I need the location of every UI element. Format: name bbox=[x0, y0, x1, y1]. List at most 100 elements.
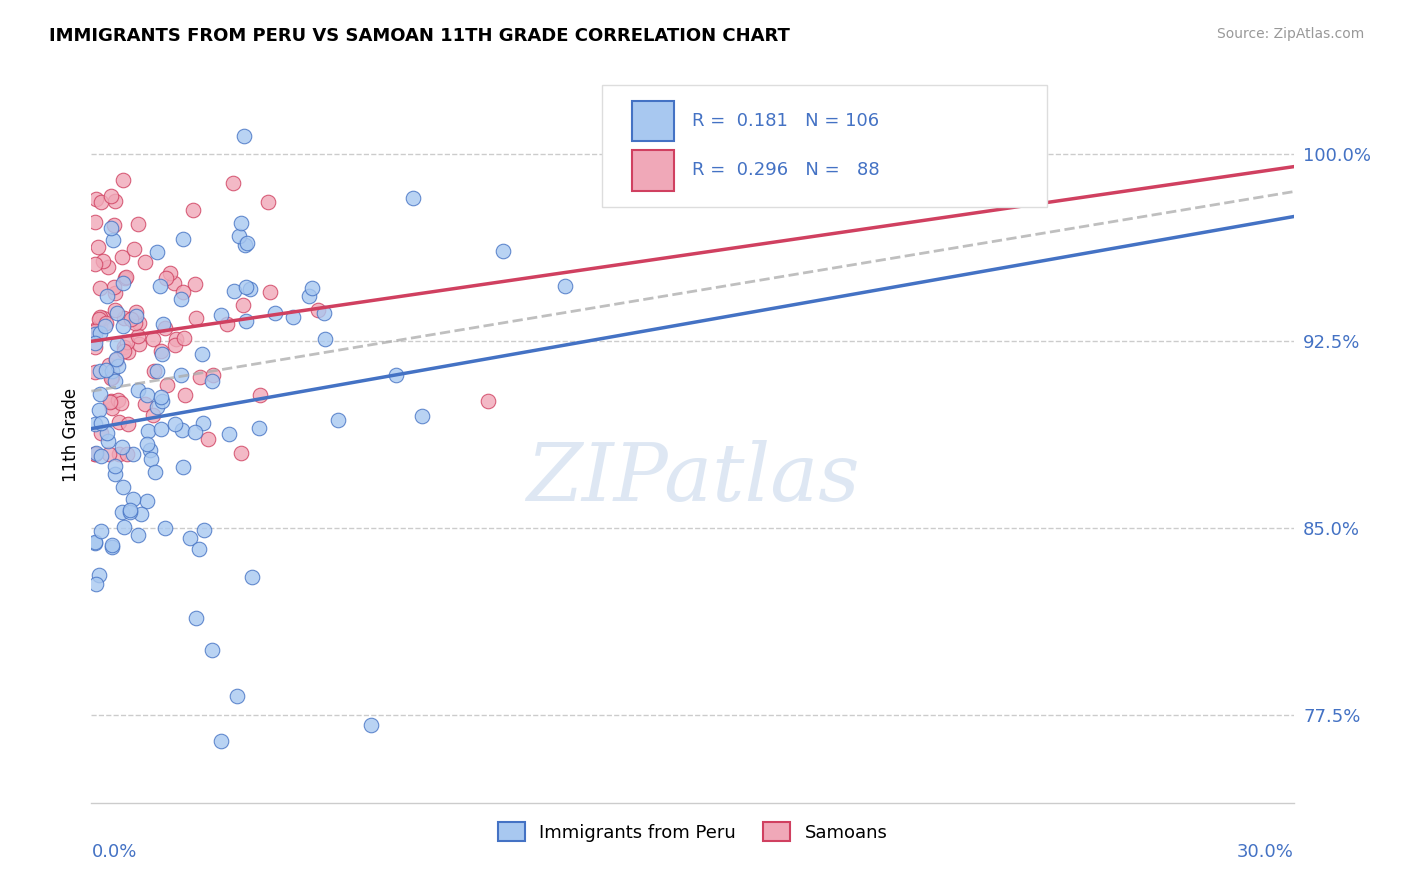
Point bbox=[235, 236, 257, 251]
Point bbox=[83, 336, 105, 351]
Point bbox=[105, 337, 128, 351]
Point bbox=[240, 570, 263, 584]
Point bbox=[131, 507, 153, 521]
Point bbox=[142, 408, 165, 422]
Point bbox=[169, 368, 191, 383]
Point bbox=[149, 390, 172, 404]
Point bbox=[228, 228, 250, 243]
Point bbox=[477, 393, 499, 408]
Point bbox=[114, 271, 136, 285]
Point bbox=[98, 358, 121, 372]
Point bbox=[149, 344, 172, 359]
Point bbox=[84, 340, 107, 354]
Point bbox=[221, 176, 243, 190]
Legend: Immigrants from Peru, Samoans: Immigrants from Peru, Samoans bbox=[491, 815, 894, 849]
Point bbox=[89, 387, 111, 401]
Point bbox=[84, 257, 107, 271]
Point bbox=[125, 305, 148, 319]
Point bbox=[554, 278, 576, 293]
Point bbox=[232, 128, 254, 143]
Point bbox=[298, 289, 321, 303]
Point bbox=[209, 734, 232, 748]
Point bbox=[101, 370, 124, 384]
Point bbox=[111, 480, 134, 494]
Point bbox=[186, 310, 208, 325]
Point bbox=[122, 447, 145, 461]
Point bbox=[87, 402, 110, 417]
Point bbox=[134, 255, 156, 269]
Point bbox=[139, 442, 162, 457]
Point bbox=[83, 215, 105, 229]
Point bbox=[179, 532, 201, 546]
Point bbox=[128, 337, 150, 351]
Point bbox=[136, 388, 159, 402]
Point bbox=[249, 387, 271, 401]
Point bbox=[127, 329, 149, 343]
Point bbox=[104, 458, 127, 473]
Point bbox=[222, 284, 245, 298]
Point bbox=[159, 266, 181, 280]
Point bbox=[98, 395, 121, 409]
Point bbox=[218, 427, 240, 442]
Point bbox=[84, 365, 107, 379]
Point bbox=[146, 364, 169, 378]
Point bbox=[87, 568, 110, 582]
Point bbox=[84, 535, 107, 549]
Point bbox=[257, 194, 280, 209]
Point bbox=[235, 279, 257, 293]
Point bbox=[101, 364, 124, 378]
Point bbox=[104, 352, 127, 367]
Point bbox=[104, 285, 127, 300]
Point bbox=[225, 690, 247, 704]
Point bbox=[94, 362, 117, 376]
Point bbox=[90, 416, 112, 430]
Point bbox=[112, 311, 135, 326]
Point bbox=[107, 446, 129, 460]
Point bbox=[96, 434, 118, 448]
Point bbox=[197, 432, 219, 446]
Point bbox=[83, 324, 105, 338]
Point bbox=[103, 233, 125, 247]
Point bbox=[87, 312, 110, 326]
Point bbox=[153, 521, 176, 535]
Point bbox=[384, 368, 406, 382]
Point bbox=[115, 446, 138, 460]
Point bbox=[263, 306, 285, 320]
Point bbox=[127, 217, 149, 231]
Point bbox=[402, 191, 425, 205]
Text: ZIPatlas: ZIPatlas bbox=[526, 441, 859, 517]
Point bbox=[94, 318, 117, 333]
Point bbox=[83, 536, 105, 550]
Point bbox=[155, 270, 177, 285]
Point bbox=[184, 277, 207, 292]
Point bbox=[184, 611, 207, 625]
Point bbox=[229, 446, 252, 460]
Point bbox=[103, 302, 125, 317]
Point bbox=[96, 316, 118, 330]
Point bbox=[193, 523, 215, 537]
Point bbox=[83, 446, 105, 460]
Point bbox=[145, 465, 167, 479]
Point bbox=[135, 494, 157, 508]
Point bbox=[84, 192, 107, 206]
Point bbox=[89, 280, 111, 294]
Point bbox=[111, 251, 134, 265]
Point bbox=[90, 425, 112, 440]
FancyBboxPatch shape bbox=[633, 101, 675, 141]
Point bbox=[89, 364, 111, 378]
Point bbox=[111, 173, 134, 187]
Point bbox=[170, 424, 193, 438]
FancyBboxPatch shape bbox=[633, 150, 675, 191]
Point bbox=[173, 388, 195, 402]
Point bbox=[104, 467, 127, 482]
Point bbox=[127, 384, 149, 398]
Point bbox=[107, 359, 129, 374]
Point bbox=[103, 219, 125, 233]
Point bbox=[100, 371, 122, 385]
Point bbox=[229, 216, 252, 230]
Point bbox=[105, 352, 128, 367]
Point bbox=[146, 400, 169, 414]
Point bbox=[188, 542, 211, 557]
Point bbox=[111, 505, 134, 519]
Point bbox=[127, 528, 149, 542]
